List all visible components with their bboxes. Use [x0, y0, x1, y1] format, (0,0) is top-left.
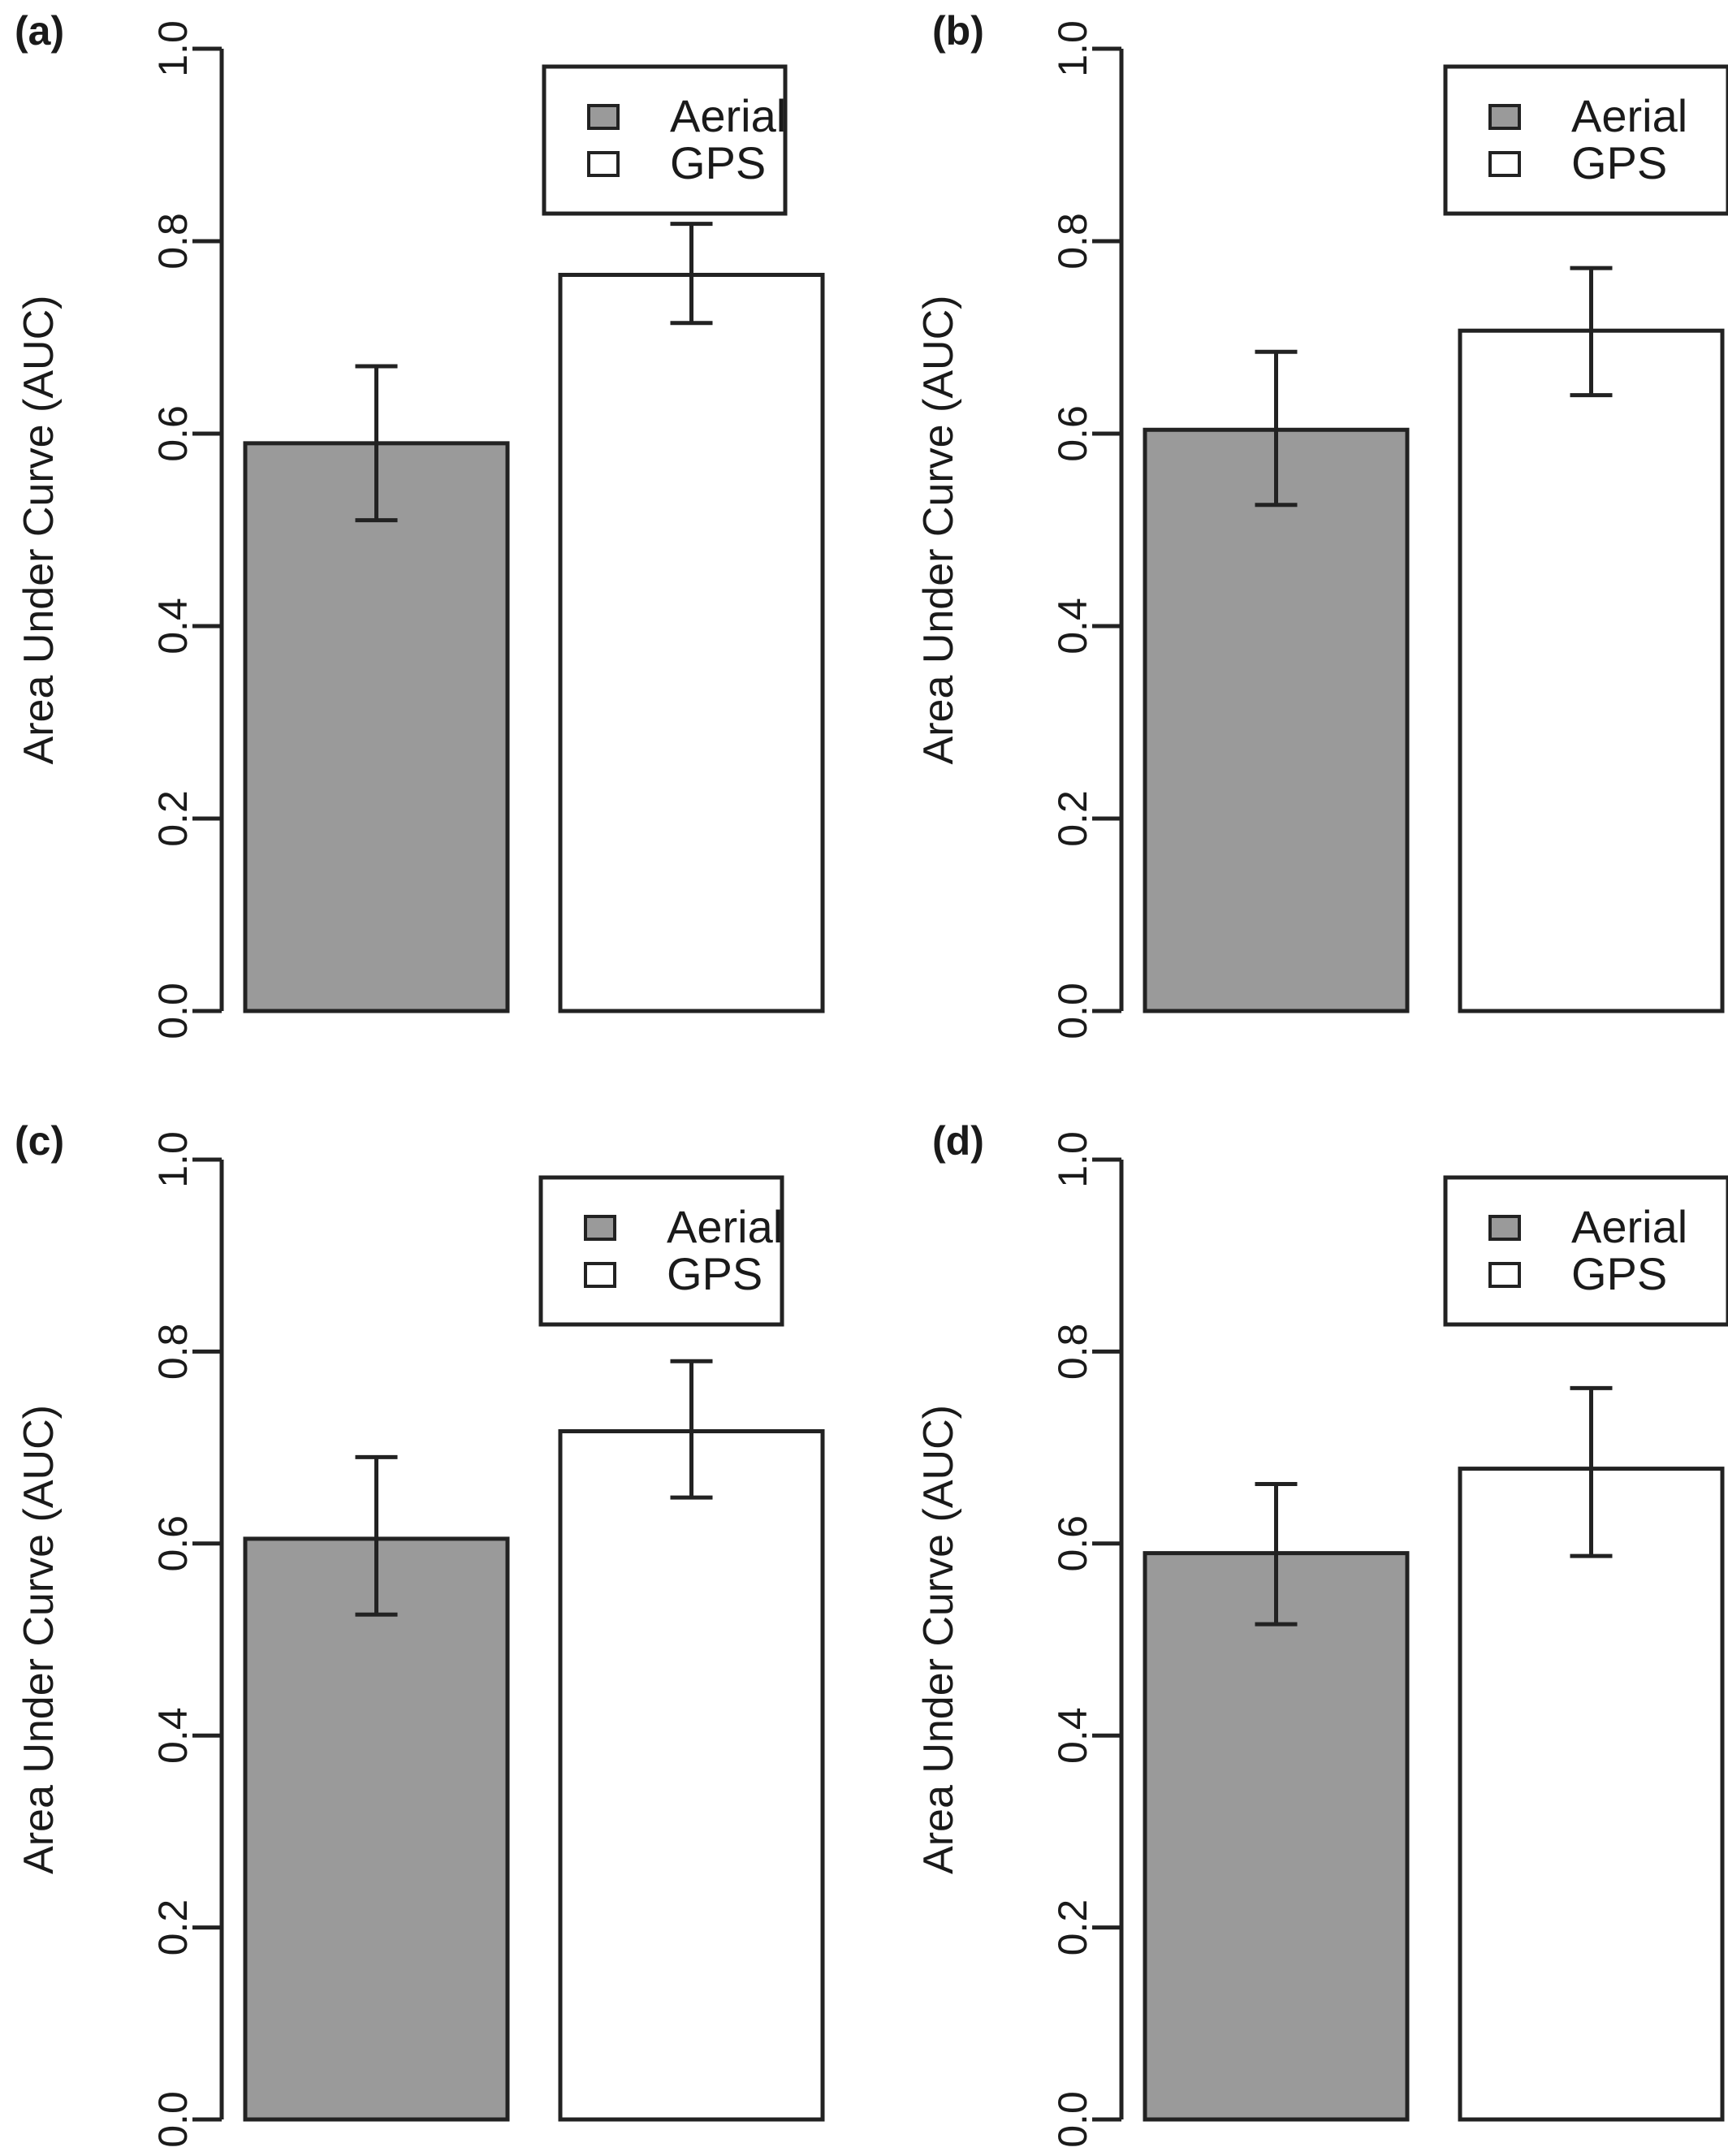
y-tick-label: 1.0: [1050, 20, 1095, 77]
legend-swatch-aerial: [1488, 1215, 1521, 1241]
legend-swatch-aerial: [1488, 104, 1521, 130]
error-bar-aerial: [1255, 1482, 1298, 1627]
y-tick-label: 0.0: [150, 2091, 196, 2148]
chart-panel-c: (c) 0.0 0.2 0.4 0.6 0.8 1.0 Area Under Curve (A…: [15, 1118, 825, 2148]
y-axis-label: Area Under Curve (AUC): [15, 296, 63, 765]
y-tick-label: 0.8: [150, 213, 196, 270]
bar-gps: [1458, 328, 1725, 1013]
legend-swatch-gps: [1488, 151, 1521, 177]
legend-swatch-gps: [584, 1262, 616, 1288]
bar-gps: [558, 1429, 825, 2122]
y-tick-label: 0.0: [150, 983, 196, 1039]
bar-aerial: [1143, 1551, 1410, 2122]
chart-panel-a: (a) 0.0 0.2 0.4 0.6 0.8 1.0 Area Under Curve (A…: [15, 8, 825, 1039]
y-tick-label: 0.6: [1050, 405, 1095, 462]
legend-box: [542, 64, 788, 216]
panel-label: (a): [15, 8, 64, 54]
bar-aerial: [243, 1536, 510, 2122]
y-tick-label: 1.0: [150, 1131, 196, 1188]
y-tick-label: 0.4: [1050, 598, 1095, 655]
y-tick-label: 0.0: [1050, 983, 1095, 1039]
legend-label-gps: GPS: [1571, 137, 1667, 188]
legend-label-aerial: Aerial: [670, 90, 786, 141]
y-tick-label: 0.6: [150, 1515, 196, 1572]
legend-box: [1443, 1175, 1728, 1327]
y-tick-label: 0.8: [150, 1324, 196, 1380]
y-axis-label: Area Under Curve (AUC): [915, 1405, 962, 1874]
error-bar-aerial: [1255, 349, 1298, 508]
error-bar-gps: [1570, 266, 1613, 398]
bar-aerial: [243, 441, 510, 1013]
legend-swatch-gps: [1488, 1262, 1521, 1288]
legend-label-gps: GPS: [667, 1248, 762, 1299]
y-tick-label: 0.4: [150, 598, 196, 655]
chart-panel-d: (d) 0.0 0.2 0.4 0.6 0.8 1.0 Area Under Curve (A…: [915, 1118, 1728, 2148]
error-bar-gps: [670, 222, 713, 326]
y-tick-label: 0.6: [1050, 1515, 1095, 1572]
error-bar-gps: [1570, 1385, 1613, 1558]
panel-label: (b): [932, 8, 984, 54]
legend-swatch-aerial: [584, 1215, 616, 1241]
legend-label-aerial: Aerial: [1571, 1201, 1687, 1252]
legend-swatch-gps: [587, 151, 620, 177]
bar-aerial: [1143, 427, 1410, 1013]
y-tick-label: 1.0: [1050, 1131, 1095, 1188]
y-tick-label: 0.4: [1050, 1707, 1095, 1764]
y-tick-label: 0.6: [150, 405, 196, 462]
error-bar-aerial: [355, 364, 398, 523]
panel-label: (d): [932, 1118, 984, 1164]
error-bar-aerial: [355, 1454, 398, 1617]
y-tick-label: 0.0: [1050, 2091, 1095, 2148]
y-tick-label: 0.4: [150, 1707, 196, 1764]
bar-gps: [1458, 1467, 1725, 2122]
legend-box: [1443, 64, 1728, 216]
y-tick-label: 0.2: [1050, 790, 1095, 847]
legend-box: [538, 1175, 784, 1327]
legend-label-aerial: Aerial: [667, 1201, 783, 1252]
y-tick-label: 0.2: [150, 1899, 196, 1956]
y-tick-label: 1.0: [150, 20, 196, 77]
bar-gps: [558, 272, 825, 1013]
panel-label: (c): [15, 1118, 64, 1164]
chart-panel-b: (b) 0.0 0.2 0.4 0.6 0.8 1.0 Area Under Curve (A…: [915, 8, 1728, 1039]
legend-label-aerial: Aerial: [1571, 90, 1687, 141]
legend-label-gps: GPS: [670, 137, 766, 188]
y-tick-label: 0.8: [1050, 213, 1095, 270]
y-axis-label: Area Under Curve (AUC): [15, 1405, 63, 1874]
y-tick-label: 0.8: [1050, 1324, 1095, 1380]
y-axis-label: Area Under Curve (AUC): [915, 296, 962, 765]
legend-label-gps: GPS: [1571, 1248, 1667, 1299]
y-tick-label: 0.2: [150, 790, 196, 847]
y-tick-label: 0.2: [1050, 1899, 1095, 1956]
legend-swatch-aerial: [587, 104, 620, 130]
error-bar-gps: [670, 1359, 713, 1500]
